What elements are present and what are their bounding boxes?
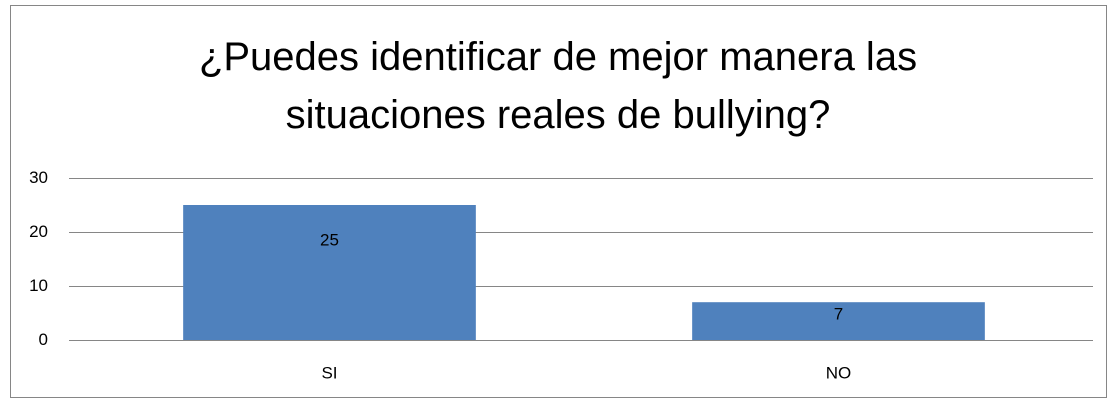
y-tick-label: 0 — [39, 330, 48, 349]
bar — [692, 302, 985, 340]
data-label: 7 — [834, 304, 843, 323]
chart-title: ¿Puedes identificar de mejor manera las … — [198, 35, 918, 137]
x-tick-label: NO — [826, 363, 852, 382]
bar — [183, 205, 476, 340]
y-tick-label: 20 — [29, 222, 48, 241]
y-tick-label: 10 — [29, 276, 48, 295]
data-label: 25 — [320, 230, 339, 249]
y-tick-label: 30 — [29, 168, 48, 187]
chart-frame — [10, 5, 1107, 398]
x-tick-label: SI — [321, 363, 337, 382]
